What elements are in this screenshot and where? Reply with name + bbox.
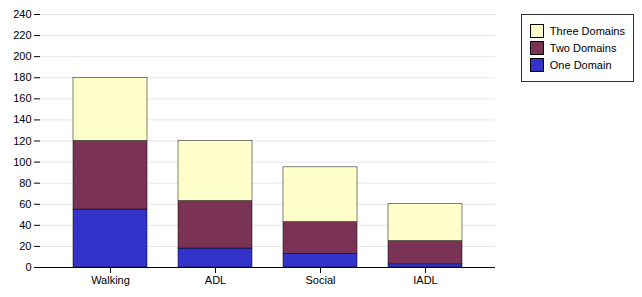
svg-text:40: 40: [19, 219, 31, 231]
svg-text:120: 120: [13, 135, 31, 147]
svg-text:80: 80: [19, 177, 31, 189]
svg-text:200: 200: [13, 50, 31, 62]
html-text:Three Domains: Three Domains: [549, 25, 625, 37]
svg-text:100: 100: [13, 156, 31, 168]
svg-text:20: 20: [19, 240, 31, 252]
svg-text:Social: Social: [306, 274, 336, 286]
svg-text:60: 60: [19, 198, 31, 210]
svg-text:IADL: IADL: [413, 274, 437, 286]
html-text:One Domain: One Domain: [549, 59, 612, 71]
svg-text:220: 220: [13, 29, 31, 41]
svg-text:160: 160: [13, 92, 31, 104]
svg-text:0: 0: [25, 261, 31, 273]
svg-text:240: 240: [13, 8, 31, 20]
svg-text:ADL: ADL: [205, 274, 226, 286]
svg-text:140: 140: [13, 113, 31, 125]
svg-text:Walking: Walking: [91, 274, 130, 286]
svg-text:180: 180: [13, 71, 31, 83]
html-text:Two Domains: Two Domains: [549, 42, 617, 54]
